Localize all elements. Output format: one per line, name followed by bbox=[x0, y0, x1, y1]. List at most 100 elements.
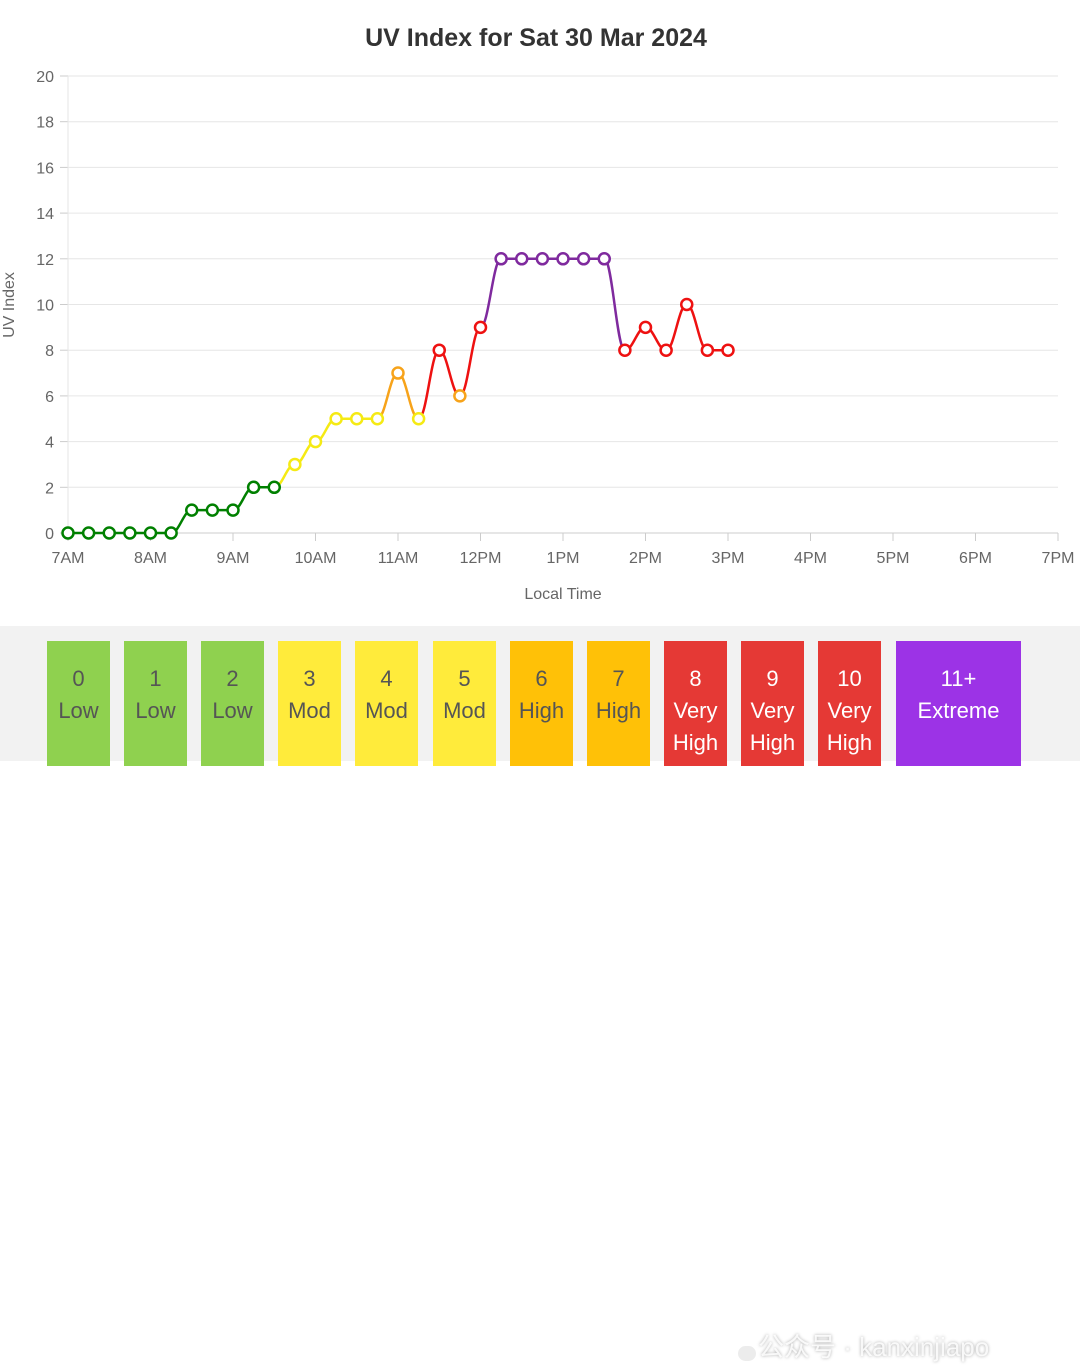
legend-level-6: 6 High bbox=[510, 641, 573, 766]
data-point bbox=[370, 412, 385, 426]
legend-level-number: 4 bbox=[380, 666, 393, 691]
chart-grid bbox=[60, 75, 1059, 541]
legend-level-10: 10 Very High bbox=[818, 641, 881, 766]
x-tick-label: 6PM bbox=[959, 550, 992, 567]
legend-level-label: Low bbox=[212, 698, 253, 723]
data-point bbox=[164, 526, 178, 540]
data-point bbox=[597, 252, 611, 266]
y-tick-label: 18 bbox=[36, 115, 54, 132]
x-tick-label: 5PM bbox=[877, 550, 910, 567]
legend-level-number: 3 bbox=[303, 666, 316, 691]
data-point bbox=[123, 526, 137, 540]
legend-level-label: High bbox=[595, 698, 642, 723]
data-point bbox=[432, 343, 446, 357]
legend-level-3: 3 Mod bbox=[278, 641, 341, 766]
data-point bbox=[721, 343, 735, 357]
line-segment bbox=[664, 303, 688, 352]
line-segment bbox=[438, 348, 462, 398]
data-point bbox=[246, 480, 261, 495]
legend-level-2: 2 Low bbox=[201, 641, 264, 766]
uv-legend: 0 Low 1 Low 2 Low 3 Mod 4 Mod 5 Mod 6 High 7 High 8 Very … bbox=[0, 626, 1080, 1362]
data-point bbox=[576, 252, 591, 266]
legend-level-number: 10 bbox=[837, 666, 862, 691]
data-point bbox=[515, 252, 529, 266]
data-point bbox=[329, 412, 343, 426]
x-tick-label: 7PM bbox=[1042, 550, 1075, 567]
x-tick-label: 2PM bbox=[629, 550, 662, 567]
legend-level-label: Very High bbox=[672, 698, 719, 755]
watermark: 公众号 · kanxinjiapo bbox=[722, 1325, 989, 1365]
y-tick-label: 6 bbox=[45, 389, 54, 406]
data-point bbox=[143, 526, 158, 540]
legend-level-9: 9 Very High bbox=[741, 641, 804, 766]
legend-level-label: Mod bbox=[288, 698, 331, 723]
legend-level-label: Low bbox=[58, 698, 99, 723]
y-tick-label: 8 bbox=[45, 343, 54, 360]
data-point bbox=[659, 343, 673, 357]
data-point bbox=[473, 320, 488, 335]
data-point bbox=[411, 412, 426, 426]
data-point bbox=[226, 503, 240, 517]
y-tick-label: 16 bbox=[36, 160, 54, 177]
data-point bbox=[618, 343, 632, 357]
legend-level-number: 2 bbox=[226, 666, 239, 691]
x-tick-label: 10AM bbox=[295, 550, 337, 567]
data-point bbox=[102, 526, 116, 540]
data-point bbox=[535, 252, 550, 266]
data-point bbox=[680, 297, 694, 312]
legend-level-number: 9 bbox=[766, 666, 779, 691]
x-tick-label: 7AM bbox=[52, 550, 85, 567]
legend-level-number: 5 bbox=[458, 666, 471, 691]
x-tick-label: 9AM bbox=[217, 550, 250, 567]
data-point bbox=[350, 412, 364, 426]
legend-level-number: 0 bbox=[72, 666, 85, 691]
data-point bbox=[61, 526, 75, 540]
line-segment bbox=[685, 303, 709, 352]
wechat-icon bbox=[722, 1333, 756, 1361]
x-axis-ticks: 7AM 8AM 9AM 10AM 11AM 12PM 1PM 2PM 3PM 4PM 5PM 6PM 7… bbox=[52, 550, 1075, 567]
legend-level-8: 8 Very High bbox=[664, 641, 727, 766]
y-axis-ticks: 0 2 4 6 8 10 12 14 16 18 20 bbox=[36, 69, 54, 543]
y-tick-label: 14 bbox=[36, 206, 54, 223]
y-tick-label: 20 bbox=[36, 69, 54, 86]
y-tick-label: 12 bbox=[36, 252, 54, 269]
data-point bbox=[453, 389, 467, 403]
line-segment bbox=[479, 257, 503, 329]
legend-level-label: High bbox=[518, 698, 565, 723]
legend-level-number: 8 bbox=[689, 666, 702, 691]
x-tick-label: 8AM bbox=[134, 550, 167, 567]
data-point bbox=[288, 457, 302, 472]
uv-chart: UV Index for Sat 30 Mar 2024 0 2 4 6 8 10 12 14… bbox=[1, 24, 1075, 603]
y-tick-label: 0 bbox=[45, 526, 54, 543]
chart-title: UV Index for Sat 30 Mar 2024 bbox=[365, 24, 707, 52]
y-axis-title: UV Index bbox=[1, 272, 18, 338]
line-segment bbox=[458, 326, 482, 398]
x-tick-label: 4PM bbox=[794, 550, 827, 567]
y-tick-label: 2 bbox=[45, 480, 54, 497]
legend-level-label: Low bbox=[135, 698, 176, 723]
x-tick-label: 3PM bbox=[712, 550, 745, 567]
legend-level-number: 1 bbox=[149, 666, 162, 691]
data-point bbox=[308, 434, 323, 449]
x-tick-label: 1PM bbox=[547, 550, 580, 567]
data-point bbox=[185, 503, 199, 517]
legend-level-0: 0 Low bbox=[47, 641, 110, 766]
legend-level-number: 7 bbox=[612, 666, 625, 691]
x-tick-label: 11AM bbox=[378, 550, 419, 567]
data-point bbox=[81, 526, 96, 540]
legend-level-11plus: 11+ Extreme bbox=[896, 641, 1021, 766]
y-tick-label: 4 bbox=[45, 435, 54, 452]
line-segment bbox=[417, 348, 441, 420]
data-point bbox=[638, 320, 653, 335]
data-point bbox=[391, 366, 405, 380]
data-point bbox=[205, 503, 220, 517]
legend-level-number: 11+ bbox=[940, 666, 977, 691]
x-axis-title: Local Time bbox=[524, 586, 601, 603]
legend-level-5: 5 Mod bbox=[433, 641, 496, 766]
x-tick-label: 12PM bbox=[460, 550, 502, 567]
y-tick-label: 10 bbox=[36, 298, 54, 315]
legend-level-4: 4 Mod bbox=[355, 641, 418, 766]
data-point bbox=[494, 252, 508, 266]
legend-level-label: Very High bbox=[749, 698, 796, 755]
legend-level-label: Very High bbox=[826, 698, 873, 755]
